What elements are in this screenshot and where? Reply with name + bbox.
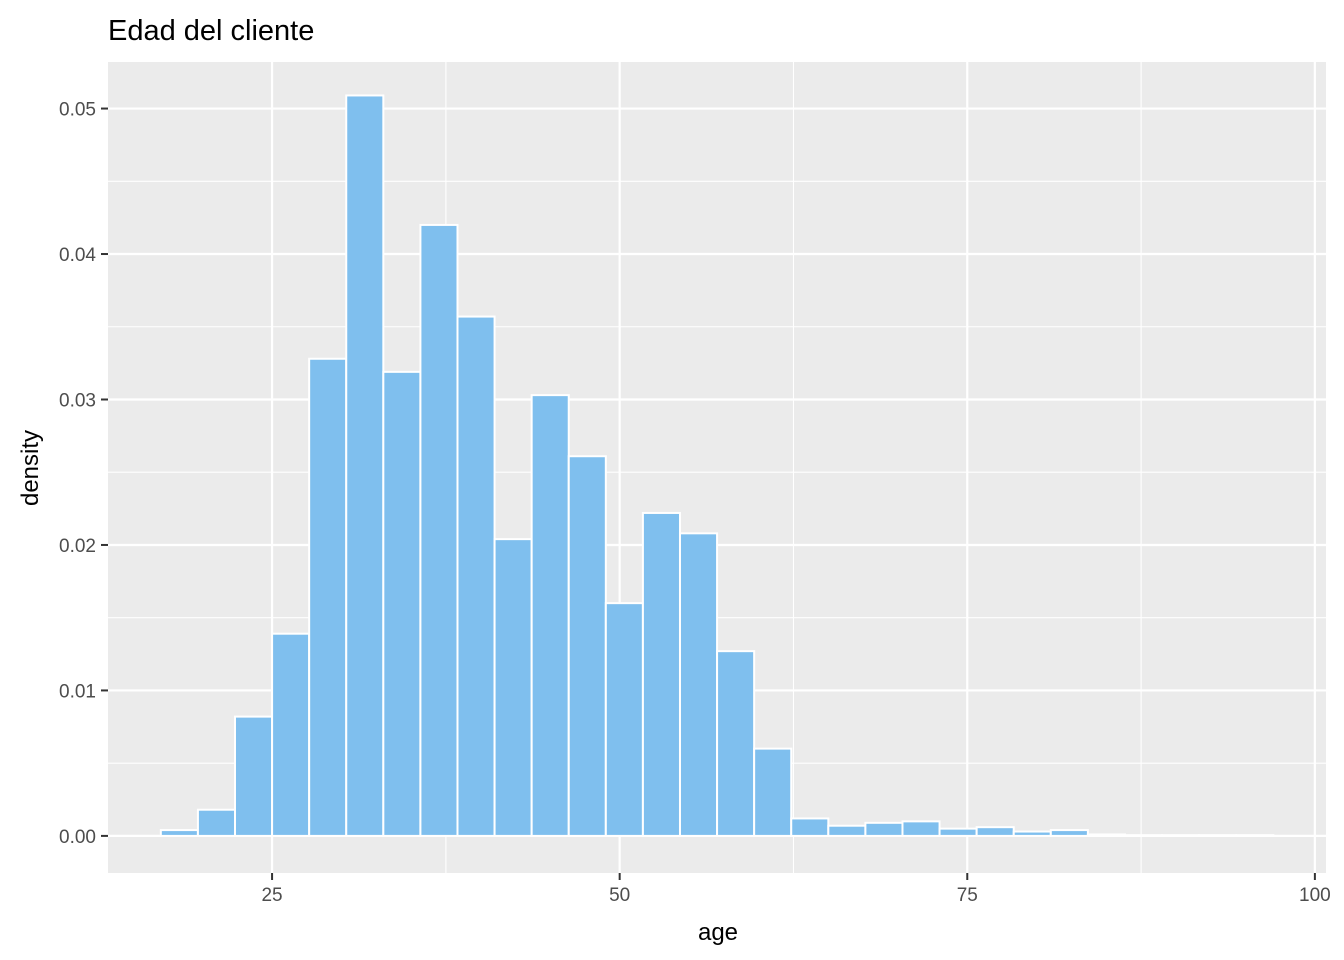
y-tick-label: 0.03	[59, 390, 96, 411]
y-tick-label: 0.02	[59, 536, 96, 557]
y-tick-label: 0.01	[59, 681, 96, 702]
histogram-bar	[493, 538, 533, 837]
chart-title: Edad del cliente	[108, 15, 314, 47]
histogram-bar	[1235, 834, 1275, 837]
histogram-bar	[196, 808, 237, 837]
histogram-bar	[1086, 833, 1126, 837]
histogram-bar	[419, 223, 459, 837]
histogram-bar	[308, 357, 348, 837]
y-tick-label: 0.00	[59, 827, 96, 848]
histogram-bar	[456, 315, 496, 837]
x-tick-label: 25	[261, 885, 282, 906]
histogram-bar	[678, 532, 719, 837]
histogram-bar	[716, 650, 756, 837]
histogram-bar	[790, 817, 830, 837]
histogram-bar	[1198, 834, 1238, 837]
histogram-bar	[901, 820, 941, 837]
histogram-bar	[159, 829, 199, 837]
y-tick-label: 0.04	[59, 245, 96, 266]
x-tick-label: 75	[957, 885, 978, 906]
histogram-bar	[1012, 830, 1052, 837]
x-axis-title: age	[698, 919, 738, 946]
histogram-bar	[827, 824, 867, 837]
histogram-bar	[753, 747, 793, 837]
histogram-bar	[1123, 834, 1164, 837]
x-axis: 25 50 75 100	[261, 873, 1331, 906]
x-tick-label: 100	[1299, 885, 1331, 906]
histogram-bar	[1049, 829, 1089, 837]
histogram-bar	[345, 94, 385, 837]
histogram-bar	[864, 821, 904, 837]
histogram-bar	[234, 715, 274, 837]
histogram-bar	[641, 511, 681, 837]
histogram-bar	[382, 370, 422, 837]
histogram-bar	[975, 826, 1015, 837]
histogram-bar	[938, 827, 978, 837]
histogram-bars	[159, 94, 1275, 837]
y-tick-label: 0.05	[59, 100, 96, 121]
histogram-bar	[1161, 834, 1201, 837]
histogram-bar	[567, 455, 607, 837]
x-tick-label: 50	[609, 885, 630, 906]
histogram-bar	[271, 632, 311, 837]
histogram-bar	[604, 602, 644, 837]
y-axis-title: density	[17, 430, 44, 506]
y-axis: 0.00 0.01 0.02 0.03 0.04 0.05	[59, 100, 108, 848]
histogram-bar	[530, 394, 570, 837]
